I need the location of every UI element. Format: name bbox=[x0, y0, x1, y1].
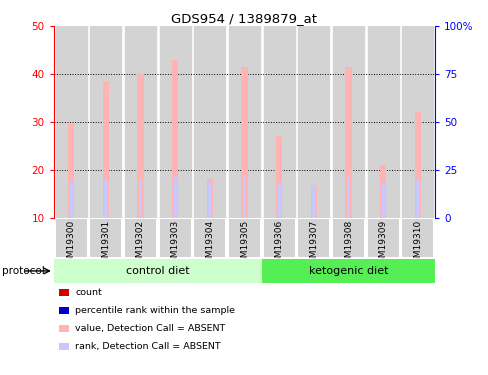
Bar bbox=[208, 182, 211, 218]
Bar bbox=[379, 165, 386, 218]
Bar bbox=[346, 177, 349, 218]
Bar bbox=[159, 219, 190, 257]
Bar bbox=[159, 26, 190, 218]
Bar bbox=[172, 60, 178, 217]
Text: GSM19304: GSM19304 bbox=[205, 220, 214, 269]
Bar bbox=[102, 81, 109, 218]
Bar bbox=[332, 26, 364, 218]
Bar bbox=[90, 219, 121, 257]
Bar bbox=[402, 26, 432, 218]
Text: GSM19307: GSM19307 bbox=[309, 220, 318, 269]
Bar bbox=[298, 219, 329, 257]
Bar bbox=[137, 74, 143, 217]
Text: GSM19303: GSM19303 bbox=[170, 220, 179, 269]
Bar bbox=[124, 219, 156, 257]
Bar bbox=[56, 219, 86, 257]
Bar bbox=[242, 177, 246, 218]
FancyBboxPatch shape bbox=[54, 259, 261, 283]
Bar bbox=[68, 124, 74, 218]
Text: GSM19306: GSM19306 bbox=[274, 220, 283, 269]
Text: value, Detection Call = ABSENT: value, Detection Call = ABSENT bbox=[75, 324, 225, 333]
Bar bbox=[402, 219, 432, 257]
Bar bbox=[367, 219, 398, 257]
Bar bbox=[415, 179, 419, 218]
Bar bbox=[414, 112, 420, 218]
Bar bbox=[263, 26, 294, 218]
Bar bbox=[310, 186, 316, 218]
Title: GDS954 / 1389879_at: GDS954 / 1389879_at bbox=[171, 12, 317, 25]
Text: protocol: protocol bbox=[2, 266, 45, 276]
Bar bbox=[139, 179, 142, 218]
Bar bbox=[311, 185, 315, 218]
Text: rank, Detection Call = ABSENT: rank, Detection Call = ABSENT bbox=[75, 342, 221, 351]
Bar bbox=[124, 26, 156, 218]
Text: GSM19309: GSM19309 bbox=[378, 220, 387, 269]
Bar bbox=[173, 177, 177, 218]
FancyBboxPatch shape bbox=[261, 259, 434, 283]
Text: count: count bbox=[75, 288, 102, 297]
Bar bbox=[206, 179, 212, 218]
Bar bbox=[104, 180, 107, 218]
Bar bbox=[228, 219, 260, 257]
Text: control diet: control diet bbox=[126, 266, 189, 276]
Text: GSM19300: GSM19300 bbox=[66, 220, 76, 269]
Bar bbox=[345, 67, 351, 218]
Text: GSM19301: GSM19301 bbox=[101, 220, 110, 269]
Text: ketogenic diet: ketogenic diet bbox=[308, 266, 387, 276]
Bar bbox=[332, 219, 364, 257]
Bar bbox=[228, 26, 260, 218]
Bar bbox=[298, 26, 329, 218]
Bar bbox=[277, 184, 280, 218]
Bar bbox=[381, 184, 384, 218]
Bar bbox=[194, 219, 225, 257]
Text: GSM19310: GSM19310 bbox=[412, 220, 422, 269]
Bar bbox=[276, 136, 282, 218]
Bar bbox=[367, 26, 398, 218]
Text: GSM19305: GSM19305 bbox=[240, 220, 248, 269]
Text: percentile rank within the sample: percentile rank within the sample bbox=[75, 306, 235, 315]
Bar bbox=[263, 219, 294, 257]
Bar bbox=[69, 182, 73, 218]
Bar bbox=[56, 26, 86, 218]
Bar bbox=[241, 67, 247, 218]
Text: GSM19302: GSM19302 bbox=[136, 220, 144, 269]
Bar bbox=[90, 26, 121, 218]
Text: GSM19308: GSM19308 bbox=[344, 220, 352, 269]
Bar bbox=[194, 26, 225, 218]
